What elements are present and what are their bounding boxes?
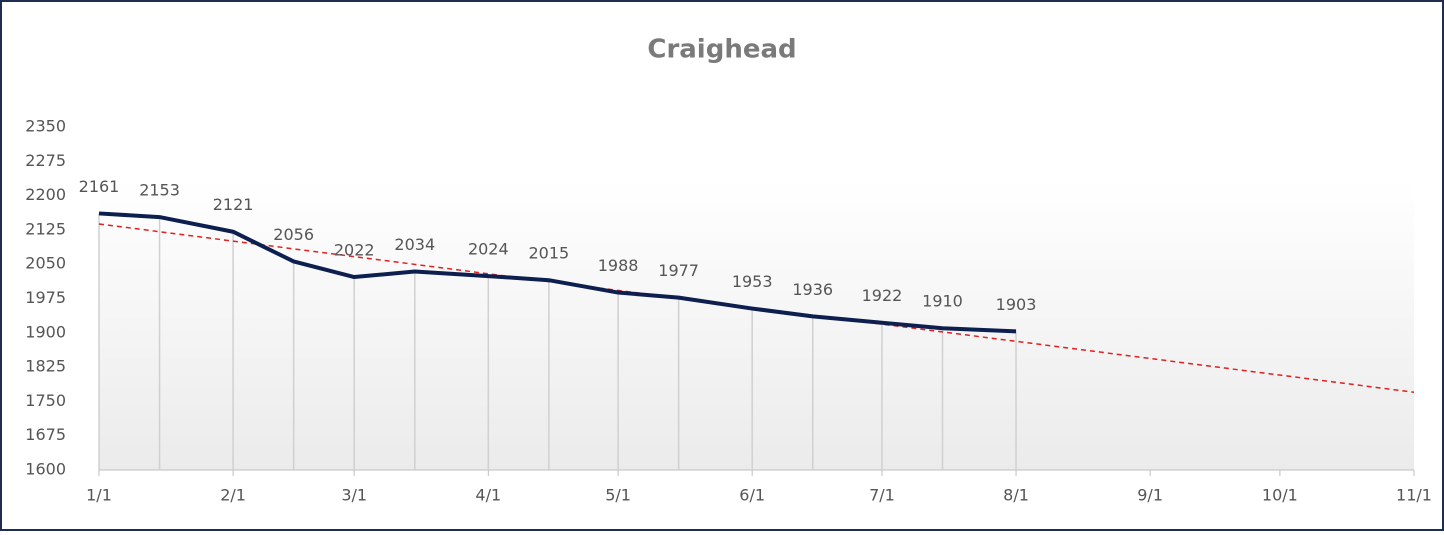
y-tick-label: 1975 (25, 288, 66, 307)
data-label: 2161 (79, 177, 120, 196)
y-tick-label: 1675 (25, 425, 66, 444)
x-tick-label: 6/1 (739, 486, 765, 505)
y-tick-label: 2125 (25, 219, 66, 238)
x-tick-label: 4/1 (475, 486, 501, 505)
data-label: 1936 (792, 280, 833, 299)
y-tick-label: 1825 (25, 357, 66, 376)
data-label: 1988 (598, 256, 639, 275)
y-tick-label: 2350 (25, 117, 66, 136)
trendline (98, 223, 1415, 393)
x-tick-label: 9/1 (1137, 486, 1163, 505)
x-tick-label: 7/1 (869, 486, 895, 505)
data-label: 1910 (922, 292, 963, 311)
y-tick-label: 1600 (25, 460, 66, 479)
data-label: 2034 (394, 235, 435, 254)
x-tick-label: 8/1 (1003, 486, 1029, 505)
data-label: 2153 (139, 181, 180, 200)
series-line (98, 211, 1017, 334)
data-label: 2015 (529, 244, 570, 263)
data-label: 2022 (334, 241, 375, 260)
y-tick-label: 2275 (25, 151, 66, 170)
data-label: 2024 (468, 240, 509, 259)
plot-area (99, 127, 1414, 470)
x-tick-label: 3/1 (341, 486, 367, 505)
x-tick-label: 10/1 (1262, 486, 1298, 505)
y-tick-label: 2050 (25, 254, 66, 273)
x-tick-label: 5/1 (605, 486, 631, 505)
data-label: 1922 (862, 286, 903, 305)
y-tick-label: 1900 (25, 322, 66, 341)
data-label: 2056 (273, 225, 314, 244)
y-tick-label: 1750 (25, 391, 66, 410)
data-label: 1977 (658, 261, 699, 280)
x-tick-label: 11/1 (1396, 486, 1432, 505)
y-tick-label: 2200 (25, 185, 66, 204)
x-tick-label: 2/1 (220, 486, 246, 505)
data-label: 1953 (732, 272, 773, 291)
x-tick-label: 1/1 (86, 486, 112, 505)
chart-title: Craighead (647, 35, 796, 65)
data-label: 2121 (213, 195, 254, 214)
data-label: 1903 (996, 295, 1037, 314)
